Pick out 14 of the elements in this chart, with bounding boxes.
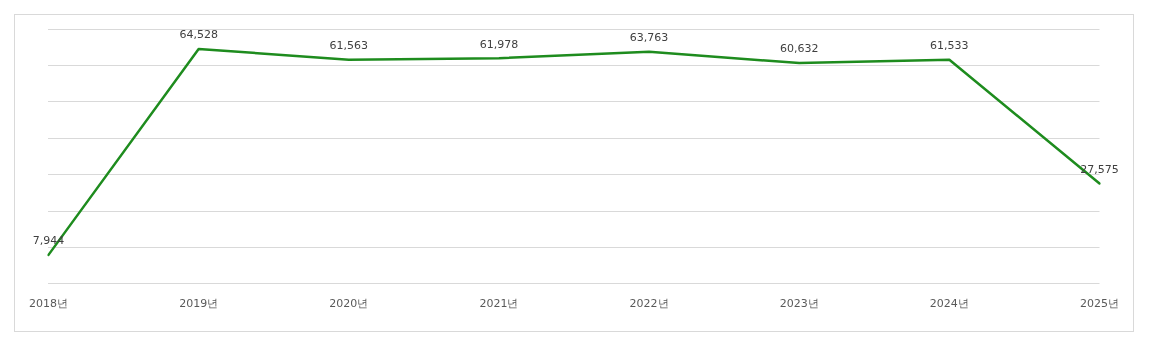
- x-tick-label: 2021년: [479, 297, 519, 311]
- x-tick-label: 2019년: [179, 297, 219, 311]
- x-tick-label: 2018년: [29, 297, 68, 311]
- x-tick-label: 2022년: [629, 297, 669, 311]
- x-tick-label: 2024년: [929, 297, 969, 311]
- x-tick-label: 2023년: [779, 297, 819, 311]
- x-tick-label: 2020년: [329, 297, 369, 311]
- x-tick-label: 2025년: [1080, 297, 1119, 311]
- data-label: 61,533: [930, 39, 969, 53]
- data-label: 61,563: [329, 39, 369, 53]
- data-label: 64,528: [179, 28, 218, 42]
- data-label: 60,632: [779, 42, 819, 56]
- data-label: 63,763: [629, 31, 669, 45]
- data-label: 61,978: [479, 37, 519, 51]
